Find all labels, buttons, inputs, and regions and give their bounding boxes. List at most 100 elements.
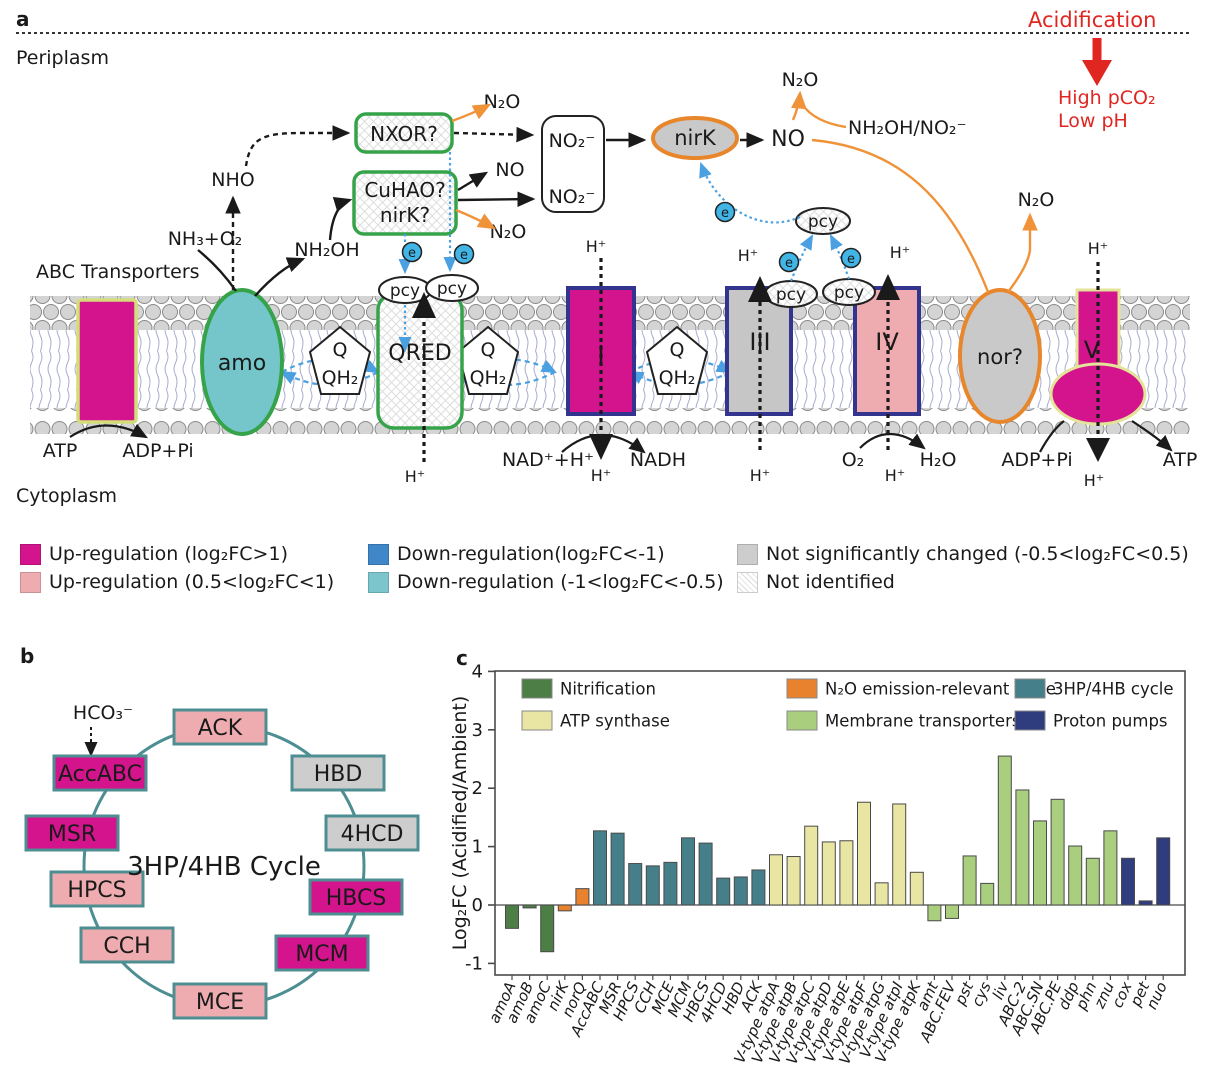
pathway-arrows bbox=[197, 125, 765, 297]
legend-label: Up-regulation (0.5<log₂FC<1) bbox=[49, 571, 335, 593]
no-label: NO bbox=[495, 159, 524, 181]
nh2oh-label: NH₂OH bbox=[294, 239, 359, 261]
h-plus-labels: H⁺ H⁺ H⁺ H⁺ H⁺ H⁺ H⁺ H⁺ H⁺ bbox=[405, 237, 1108, 490]
legend-item: Up-regulation (log₂FC>1) bbox=[20, 543, 288, 565]
nor-shape bbox=[958, 288, 1042, 424]
enzyme-label-ACK: ACK bbox=[198, 716, 243, 741]
nho-label: NHO bbox=[211, 169, 254, 191]
legend-label: Down-regulation (-1<log₂FC<-0.5) bbox=[397, 571, 724, 593]
bar-pet bbox=[1138, 900, 1153, 906]
no2-label: NO₂⁻ bbox=[549, 186, 596, 208]
nor-label: nor? bbox=[977, 345, 1023, 369]
panel-a-pathway-diagram: a Periplasm Cytoplasm ABC Transporters A… bbox=[16, 7, 1198, 507]
nirk-q-label: nirK? bbox=[380, 203, 430, 227]
enzyme-4HCD bbox=[324, 814, 420, 852]
high-pco2-label: High pCO₂ bbox=[1058, 87, 1156, 109]
qh2-label: QH₂ bbox=[470, 367, 507, 389]
bar-V-type atpF bbox=[857, 801, 871, 906]
qh2-label: QH₂ bbox=[659, 367, 696, 389]
legend-item: Down-regulation (-1<log₂FC<-0.5) bbox=[368, 571, 724, 593]
hco3-label: HCO₃⁻ bbox=[73, 702, 133, 724]
bar-amoA bbox=[505, 904, 519, 929]
panel-b-label: b bbox=[20, 645, 34, 668]
no-label: NO bbox=[771, 127, 805, 152]
bar-ABC.SN bbox=[1033, 820, 1047, 906]
enzyme-label-HBCS: HBCS bbox=[326, 886, 387, 911]
enzyme-HBCS bbox=[308, 878, 404, 916]
panel-c-bar-chart: c43210-1amoAamoBamoCnirKnorQAccABCMSRHPC… bbox=[450, 646, 1186, 1067]
enzyme-label-AccABC: AccABC bbox=[58, 762, 142, 787]
chart-legend-label: Membrane transporters bbox=[825, 712, 1020, 731]
legend-label: Up-regulation (log₂FC>1) bbox=[49, 543, 288, 565]
panel-b-cycle-diagram: b HCO₃⁻ ACK HBD 4HCD HBCS MCM MCE CCH HPCS MSR Ac… bbox=[20, 645, 420, 1020]
enzyme-label-CCH: CCH bbox=[103, 934, 150, 959]
bar-phn bbox=[1085, 857, 1100, 906]
legend-label: Not significantly changed (-0.5<log₂FC<0… bbox=[766, 543, 1189, 565]
bar-ABC-2 bbox=[1015, 789, 1030, 906]
h-plus-label: H⁺ bbox=[750, 466, 770, 485]
e-label: e bbox=[785, 256, 793, 271]
e-label: e bbox=[721, 206, 729, 221]
enzyme-MSR bbox=[24, 814, 120, 852]
y-tick-label: 2 bbox=[472, 778, 483, 799]
bar-liv bbox=[997, 755, 1012, 906]
qred-label: QRED bbox=[388, 341, 451, 366]
atp-label: ATP bbox=[1163, 449, 1198, 471]
h-plus-label: H⁺ bbox=[890, 243, 910, 262]
abc-transporter-shape bbox=[76, 298, 138, 424]
pcy-label: pcy bbox=[834, 283, 864, 303]
y-tick-label: 0 bbox=[472, 895, 483, 916]
electron-badges: e e e e e bbox=[401, 201, 862, 273]
pcy-label: pcy bbox=[390, 281, 420, 301]
amo-label: amo bbox=[218, 351, 266, 376]
enzyme-label-HBD: HBD bbox=[314, 762, 363, 787]
acidification-label: Acidification bbox=[1028, 8, 1156, 32]
chart-legend-label: 3HP/4HB cycle bbox=[1053, 680, 1174, 699]
legend-item: Not significantly changed (-0.5<log₂FC<0… bbox=[737, 543, 1189, 565]
nh3-o2-label: NH₃+O₂ bbox=[168, 228, 243, 250]
bar-V-type atpK bbox=[909, 871, 924, 906]
adp-pi-label: ADP+Pi bbox=[1001, 449, 1072, 471]
n2o-label: N₂O bbox=[1018, 189, 1055, 211]
bar-HBCS bbox=[698, 842, 713, 906]
bar-CCH bbox=[645, 865, 660, 906]
legend-swatch bbox=[20, 543, 41, 565]
nad-h-label: NAD⁺+H⁺ bbox=[502, 449, 594, 471]
bar-V-type atpD bbox=[821, 841, 836, 906]
e-label: e bbox=[408, 246, 416, 261]
enzyme-MCE bbox=[172, 982, 268, 1020]
pcy-label: pcy bbox=[808, 212, 838, 232]
bar-ABC.PE bbox=[1050, 798, 1065, 906]
chart-legend-swatch bbox=[786, 678, 818, 699]
nxor-label: NXOR? bbox=[370, 122, 438, 146]
h-plus-label: H⁺ bbox=[738, 246, 758, 265]
no2-label: NO₂⁻ bbox=[549, 130, 596, 152]
enzyme-label-MSR: MSR bbox=[48, 822, 96, 847]
enzyme-AccABC bbox=[52, 754, 148, 792]
y-tick-label: 4 bbox=[472, 661, 483, 682]
acidification-arrowhead bbox=[1082, 60, 1112, 86]
enzyme-HPCS bbox=[49, 870, 145, 908]
cuhao-label: CuHAO? bbox=[364, 178, 445, 202]
bar-AccABC bbox=[593, 830, 607, 906]
bar-V-type atpA bbox=[769, 854, 783, 906]
n2o-label: N₂O bbox=[490, 221, 527, 243]
nadh-label: NADH bbox=[630, 449, 686, 471]
y-tick-label: -1 bbox=[465, 953, 483, 974]
enzyme-MCM bbox=[274, 934, 370, 972]
bar-MCE bbox=[663, 861, 678, 906]
bar-amoB bbox=[522, 904, 537, 909]
adp-pi-label: ADP+Pi bbox=[122, 440, 193, 462]
legend-swatch bbox=[737, 543, 758, 565]
h-plus-label: H⁺ bbox=[1084, 471, 1104, 490]
legend-label: Down-regulation(log₂FC<-1) bbox=[397, 543, 665, 565]
proton-flux-lines bbox=[422, 258, 1100, 462]
y-tick-label: 1 bbox=[472, 837, 483, 858]
cycle-enzyme-boxes: ACK HBD 4HCD HBCS MCM MCE CCH HPCS MSR AccABC bbox=[24, 708, 420, 1020]
enzyme-CCH bbox=[79, 926, 175, 964]
q-label: Q bbox=[333, 339, 348, 361]
qh2-label: QH₂ bbox=[322, 367, 359, 389]
proton-flux-arrowheads bbox=[412, 274, 1110, 462]
bar-4HCD bbox=[716, 877, 731, 906]
y-tick-label: 3 bbox=[472, 720, 483, 741]
